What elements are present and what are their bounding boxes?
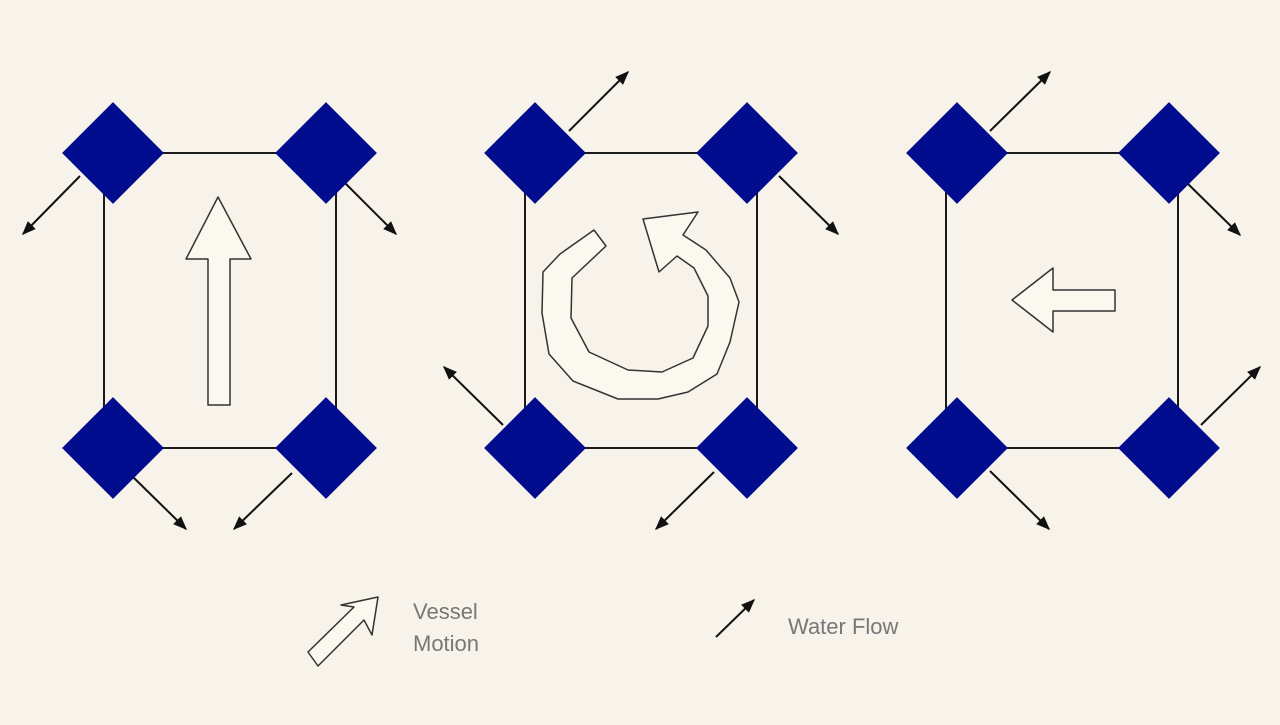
water-flow-arrow: [655, 471, 715, 530]
straight-arrow-icon: [185, 196, 252, 406]
thruster: [275, 397, 377, 499]
water-flow-arrow: [22, 175, 81, 235]
panel-sway: [906, 71, 1261, 530]
panel-surge: [22, 102, 397, 530]
panel-yaw: [443, 71, 839, 530]
water-flow-arrow: [568, 71, 629, 132]
left-arrow-icon: [1011, 267, 1116, 333]
vessel-frame: [103, 152, 337, 449]
thruster: [484, 397, 586, 499]
thruster: [484, 102, 586, 204]
thruster: [275, 102, 377, 204]
vessel-frame: [524, 152, 758, 449]
legend-vessel-motion-line2: Motion: [413, 631, 479, 656]
legend: Vessel Motion Water Flow: [307, 596, 899, 667]
water-flow-arrow: [989, 470, 1050, 530]
thruster: [62, 397, 164, 499]
water-flow-arrows: [22, 175, 397, 530]
water-flow-arrow: [132, 476, 187, 530]
legend-water-flow: Water Flow: [788, 614, 899, 639]
water-flow-arrow: [341, 179, 397, 235]
vessel-motion-legend-icon: [307, 596, 379, 667]
vessel-frame: [945, 152, 1179, 449]
rotation-arrow-icon: [541, 211, 740, 400]
thruster: [696, 397, 798, 499]
water-flow-arrows: [989, 71, 1261, 530]
water-flow-arrow: [1183, 179, 1241, 236]
water-flow-legend-icon: [715, 599, 756, 638]
water-flow-arrow: [778, 175, 839, 235]
water-flow-arrow: [989, 71, 1051, 132]
water-flow-arrows: [443, 71, 839, 530]
water-flow-arrow: [232, 472, 293, 530]
thruster: [62, 102, 164, 204]
thruster: [1118, 102, 1220, 204]
thruster: [906, 397, 1008, 499]
thrusters: [62, 102, 377, 499]
thruster: [906, 102, 1008, 204]
thrusters: [484, 102, 798, 499]
thruster: [696, 102, 798, 204]
legend-vessel-motion-line1: Vessel: [413, 599, 478, 624]
water-flow-arrow: [443, 366, 504, 426]
thruster: [1118, 397, 1220, 499]
water-flow-arrow: [1200, 366, 1261, 426]
